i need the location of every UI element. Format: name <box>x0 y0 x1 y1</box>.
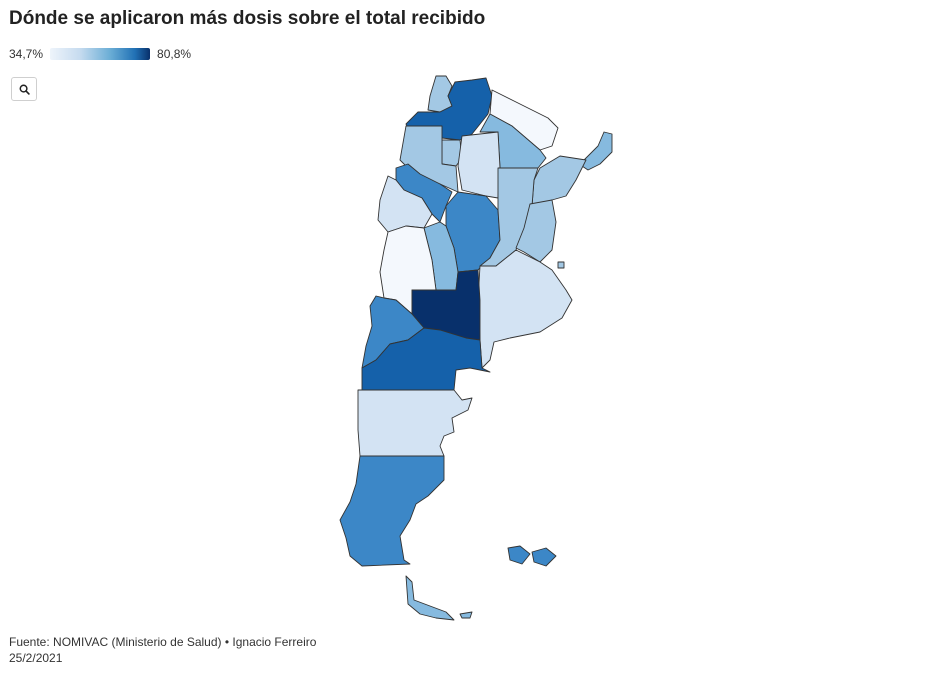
province-chubut[interactable] <box>357 389 473 457</box>
color-legend: 34,7% 80,8% <box>9 47 191 61</box>
footer: Fuente: NOMIVAC (Ministerio de Salud) • … <box>9 634 316 666</box>
argentina-map <box>339 75 613 621</box>
province-islas-malvinas[interactable] <box>507 545 557 567</box>
zoom-button[interactable] <box>11 77 37 101</box>
province-santiago-del-estero[interactable] <box>457 131 501 199</box>
legend-min-label: 34,7% <box>9 47 44 61</box>
province-catamarca[interactable] <box>399 125 459 193</box>
search-icon <box>19 84 30 95</box>
province-misiones[interactable] <box>581 131 613 171</box>
province-tierra-del-fuego-islet <box>459 611 473 619</box>
province-caba[interactable] <box>557 261 565 269</box>
source-credit: Fuente: NOMIVAC (Ministerio de Salud) • … <box>9 635 317 649</box>
chart-title: Dónde se aplicaron más dosis sobre el to… <box>9 8 486 29</box>
province-santa-cruz[interactable] <box>339 455 445 567</box>
province-tierra-del-fuego[interactable] <box>405 575 455 621</box>
legend-gradient-bar <box>50 48 151 60</box>
province-rio-negro[interactable] <box>361 327 491 391</box>
publication-date: 25/2/2021 <box>9 651 63 665</box>
legend-max-label: 80,8% <box>157 47 192 61</box>
province-jujuy[interactable] <box>427 75 453 113</box>
